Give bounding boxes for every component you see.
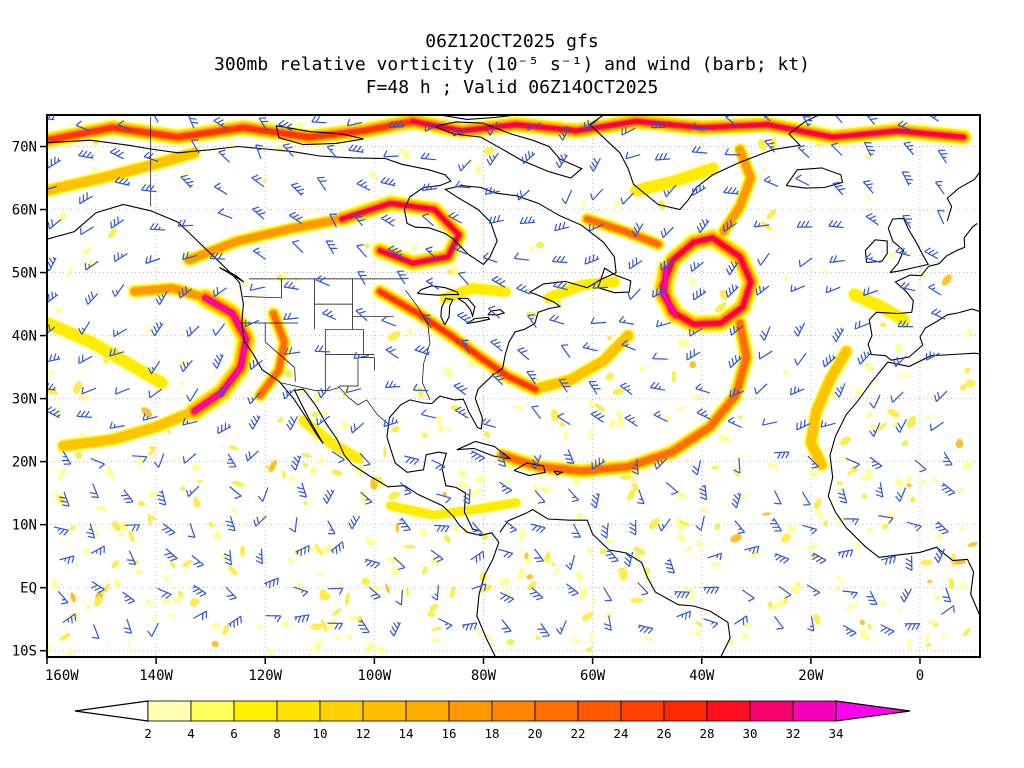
political-borders bbox=[150, 116, 431, 425]
lat-tick-label: 50N bbox=[12, 266, 37, 282]
lon-tick-label: 160W bbox=[45, 668, 79, 684]
lon-tick-label: 0 bbox=[916, 668, 924, 684]
colorbar-tick-label: 14 bbox=[398, 726, 413, 741]
colorbar-segment bbox=[405, 700, 450, 722]
axis-ticks bbox=[40, 145, 921, 664]
colorbar-tick-label: 22 bbox=[570, 726, 585, 741]
colorbar-segment bbox=[577, 700, 622, 722]
vorticity-bands bbox=[47, 115, 973, 521]
map-frame bbox=[46, 114, 981, 658]
colorbar-tick-label: 16 bbox=[441, 726, 456, 741]
colorbar-segment bbox=[276, 700, 321, 722]
colorbar: 2 4 6 8 10 12 14 16 18 20 22 24 26 28 30 32 34 bbox=[74, 700, 911, 741]
colorbar-segment bbox=[663, 700, 708, 722]
lat-tick-label: 10S bbox=[12, 644, 37, 660]
lon-tick-label: 80W bbox=[471, 668, 497, 684]
colorbar-under-arrow bbox=[74, 700, 149, 722]
lat-tick-label: 20N bbox=[12, 455, 37, 471]
colorbar-tick-label: 24 bbox=[613, 726, 628, 741]
colorbar-segment bbox=[620, 700, 665, 722]
colorbar-tick-label: 10 bbox=[312, 726, 327, 741]
colorbar-tick-label: 34 bbox=[828, 726, 843, 741]
title-line-3: F=48 h ; Valid 06Z14OCT2025 bbox=[365, 77, 659, 98]
colorbar-tick-label: 30 bbox=[742, 726, 757, 741]
colorbar-tick-label: 8 bbox=[273, 726, 281, 741]
lat-tick-label: 40N bbox=[12, 329, 37, 345]
colorbar-segment bbox=[534, 700, 579, 722]
colorbar-segment bbox=[448, 700, 493, 722]
lat-tick-label: 70N bbox=[12, 140, 37, 156]
wind-barbs bbox=[47, 115, 956, 639]
map-content bbox=[47, 115, 980, 657]
colorbar-segment bbox=[749, 700, 794, 722]
title-line-2: 300mb relative vorticity (10⁻⁵ s⁻¹) and … bbox=[213, 54, 811, 75]
colorbar-segment bbox=[792, 700, 837, 722]
axis-labels: 70N 60N 50N 40N 30N 20N 10N EQ 10S 160W 140W 120W 10… bbox=[12, 140, 924, 684]
colorbar-segment bbox=[233, 700, 278, 722]
coastlines bbox=[47, 115, 980, 657]
colorbar-over-arrow bbox=[835, 700, 911, 722]
colorbar-segment bbox=[147, 700, 192, 722]
lon-tick-label: 120W bbox=[248, 668, 282, 684]
lat-tick-label: 30N bbox=[12, 392, 37, 408]
colorbar-tick-label: 12 bbox=[355, 726, 370, 741]
colorbar-segment bbox=[491, 700, 536, 722]
lon-tick-label: 60W bbox=[580, 668, 606, 684]
colorbar-segment bbox=[706, 700, 751, 722]
colorbar-tick-label: 4 bbox=[187, 726, 195, 741]
lon-tick-label: 40W bbox=[689, 668, 715, 684]
chart-titles: 06Z12OCT2025 gfs 300mb relative vorticit… bbox=[0, 30, 1024, 99]
colorbar-segment bbox=[362, 700, 407, 722]
lat-tick-label: 60N bbox=[12, 203, 37, 219]
colorbar-segment bbox=[190, 700, 235, 722]
lon-tick-label: 140W bbox=[139, 668, 173, 684]
colorbar-tick-label: 28 bbox=[699, 726, 714, 741]
lon-tick-label: 100W bbox=[358, 668, 392, 684]
colorbar-tick-label: 18 bbox=[484, 726, 499, 741]
colorbar-tick-label: 6 bbox=[230, 726, 238, 741]
title-line-1: 06Z12OCT2025 gfs bbox=[425, 31, 599, 52]
lon-tick-label: 20W bbox=[798, 668, 824, 684]
colorbar-tick-label: 20 bbox=[527, 726, 542, 741]
lat-tick-label: EQ bbox=[20, 581, 37, 597]
colorbar-segment bbox=[319, 700, 364, 722]
lat-tick-label: 10N bbox=[12, 518, 37, 534]
map-plot: 70N 60N 50N 40N 30N 20N 10N EQ 10S 160W 140W 120W 10… bbox=[12, 114, 981, 684]
colorbar-tick-label: 2 bbox=[144, 726, 152, 741]
colorbar-tick-label: 26 bbox=[656, 726, 671, 741]
colorbar-tick-label: 32 bbox=[785, 726, 800, 741]
